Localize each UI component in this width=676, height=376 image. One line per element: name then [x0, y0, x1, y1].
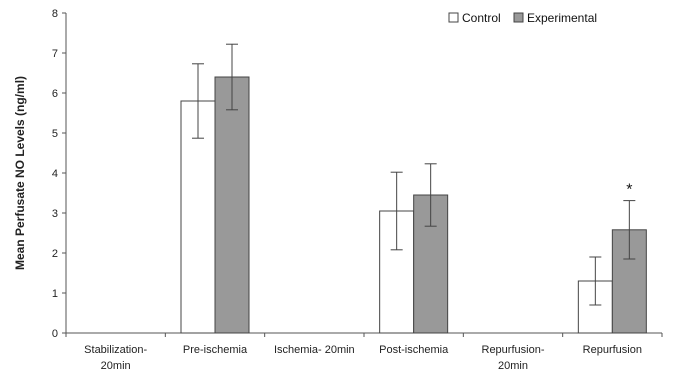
x-tick-label-line: Stabilization- — [84, 344, 147, 356]
x-tick-label-line: Pre-ischemia — [183, 344, 248, 356]
y-axis-title: Mean Perfusate NO Levels (ng/ml) — [13, 76, 27, 270]
x-tick-label: Repurfusion- 20min — [482, 344, 545, 372]
x-tick-label-line: Repurfusion — [583, 344, 642, 356]
bars — [180, 76, 647, 334]
y-tick-label: 6 — [52, 88, 58, 100]
error-bars — [192, 43, 636, 306]
legend-label-control: Control — [462, 11, 501, 25]
x-tick-label: Repurfusion — [583, 344, 642, 356]
axes: 0 1 2 3 4 5 6 7 8 Stabilization- 20min Pre-ischemia… — [52, 8, 663, 372]
y-tick-label: 5 — [52, 128, 58, 140]
x-tick-label: Ischemia- 20min — [274, 344, 355, 356]
x-tick-label: Pre-ischemia — [183, 344, 248, 356]
y-tick-label: 1 — [52, 288, 58, 300]
y-axis-title-group: Mean Perfusate NO Levels (ng/ml) — [13, 76, 27, 270]
y-tick-label: 8 — [52, 8, 58, 20]
x-tick-label-line: Ischemia- 20min — [274, 344, 355, 356]
x-tick-label: Post-ischemia — [379, 344, 449, 356]
x-tick-label-line: Post-ischemia — [379, 344, 449, 356]
bar-experimental — [214, 76, 250, 334]
y-tick-label: 7 — [52, 48, 58, 60]
x-tick-label-line: Repurfusion- — [482, 344, 545, 356]
legend-swatch-control — [448, 12, 459, 23]
legend: Control Experimental — [448, 11, 597, 25]
significance-marker: * — [626, 182, 632, 199]
x-tick-label-line: 20min — [101, 360, 131, 372]
y-tick-label: 4 — [52, 168, 58, 180]
annotations: * — [626, 182, 632, 199]
y-tick-label: 2 — [52, 248, 58, 260]
x-tick-label: Stabilization- 20min — [84, 344, 147, 372]
y-tick-label: 0 — [52, 328, 58, 340]
legend-swatch-experimental — [513, 12, 524, 23]
y-tick-label: 3 — [52, 208, 58, 220]
legend-label-experimental: Experimental — [527, 11, 597, 25]
x-tick-label-line: 20min — [498, 360, 528, 372]
